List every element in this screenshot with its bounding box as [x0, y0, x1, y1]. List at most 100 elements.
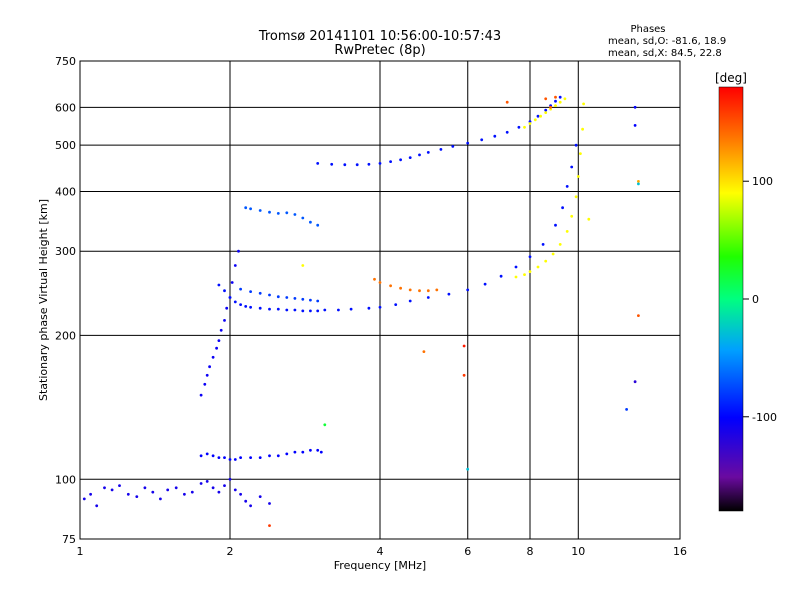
scatter-point: [211, 486, 215, 490]
scatter-point: [301, 297, 305, 301]
scatter-point: [426, 151, 430, 154]
scatter-point: [276, 295, 280, 299]
scatter-point: [451, 145, 455, 148]
scatter-point: [230, 281, 234, 284]
scatter-point: [268, 524, 271, 527]
scatter-point: [151, 490, 155, 494]
colorbar-tick-label: 100: [752, 175, 773, 188]
scatter-point: [355, 163, 359, 167]
scatter-point: [637, 314, 640, 317]
scatter-point: [563, 97, 567, 101]
scatter-point: [215, 346, 219, 350]
y-tick-label: 600: [55, 101, 76, 114]
scatter-point: [258, 495, 262, 498]
scatter-point: [574, 195, 578, 199]
scatter-point: [258, 209, 262, 212]
scatter-point: [554, 223, 557, 227]
scatter-point: [301, 264, 305, 267]
x-tick-label: 10: [571, 545, 585, 558]
scatter-point: [633, 380, 637, 384]
scatter-point: [217, 283, 221, 287]
scatter-point: [239, 287, 243, 291]
scatter-point: [223, 456, 226, 459]
scatter-point: [435, 288, 439, 292]
scatter-point: [95, 504, 99, 508]
scatter-point: [293, 297, 297, 300]
scatter-point: [554, 104, 557, 107]
scatter-point: [576, 175, 580, 178]
scatter-point: [408, 156, 412, 160]
scatter-point: [268, 307, 271, 311]
scatter-point: [183, 492, 186, 496]
y-tick-label: 100: [55, 473, 76, 486]
scatter-point: [143, 486, 147, 490]
scatter-point: [389, 284, 392, 288]
scatter-point: [579, 152, 582, 156]
scatter-point: [323, 308, 327, 312]
scatter-point: [309, 309, 312, 313]
scatter-point: [439, 148, 443, 151]
colorbar-tick-label: -100: [752, 411, 777, 424]
y-tick-label: 75: [62, 533, 76, 546]
scatter-point: [126, 492, 130, 496]
scatter-point: [244, 499, 248, 503]
scatter-point: [205, 373, 209, 377]
scatter-point: [633, 124, 637, 127]
y-tick-label: 300: [55, 245, 76, 258]
scatter-point: [285, 452, 289, 456]
scatter-point: [394, 303, 398, 306]
scatter-point: [223, 289, 226, 293]
scatter-point: [208, 365, 212, 369]
scatter-point: [558, 95, 562, 99]
scatter-point: [249, 207, 253, 211]
scatter-point: [237, 249, 240, 253]
scatter-point: [276, 307, 280, 311]
scatter-point: [293, 213, 297, 216]
scatter-point: [587, 217, 591, 221]
scatter-point: [228, 458, 232, 461]
scatter-point: [408, 288, 412, 292]
scatter-point: [199, 482, 203, 485]
scatter-point: [337, 308, 340, 312]
scatter-point: [301, 216, 305, 220]
scatter-point: [285, 211, 289, 215]
scatter-point: [426, 296, 430, 299]
scatter-point: [268, 210, 271, 214]
scatter-point: [574, 143, 578, 147]
scatter-point: [570, 165, 574, 169]
scatter-point: [285, 308, 289, 312]
scatter-point: [323, 423, 327, 427]
x-tick-label: 6: [464, 545, 471, 558]
scatter-point: [561, 206, 564, 210]
scatter-point: [499, 274, 503, 278]
scatter-point: [225, 306, 229, 310]
scatter-point: [199, 393, 203, 397]
scatter-point: [268, 293, 271, 297]
scatter-point: [480, 138, 484, 142]
x-tick-label: 16: [673, 545, 687, 558]
scatter-point: [233, 300, 237, 304]
scatter-point: [110, 488, 114, 492]
scatter-point: [239, 303, 243, 306]
scatter-point: [399, 158, 402, 162]
scatter-point: [301, 309, 305, 313]
phases-mean-o: mean, sd,O: -81.6, 18.9: [608, 36, 726, 47]
scatter-point: [211, 454, 215, 458]
scatter-point: [558, 243, 562, 246]
scatter-point: [258, 456, 262, 459]
scatter-point: [244, 305, 248, 308]
scatter-point: [159, 497, 162, 501]
x-tick-label: 4: [377, 545, 384, 558]
y-tick-label: 200: [55, 329, 76, 342]
y-tick-label: 400: [55, 185, 76, 198]
scatter-point: [316, 448, 320, 452]
scatter-point: [249, 504, 253, 508]
scatter-point: [625, 408, 628, 411]
scatter-point: [447, 292, 451, 296]
scatter-point: [89, 492, 92, 496]
scatter-point: [309, 220, 312, 224]
scatter-point: [223, 484, 226, 487]
scatter-point: [205, 452, 209, 456]
scatter-point: [316, 309, 320, 313]
